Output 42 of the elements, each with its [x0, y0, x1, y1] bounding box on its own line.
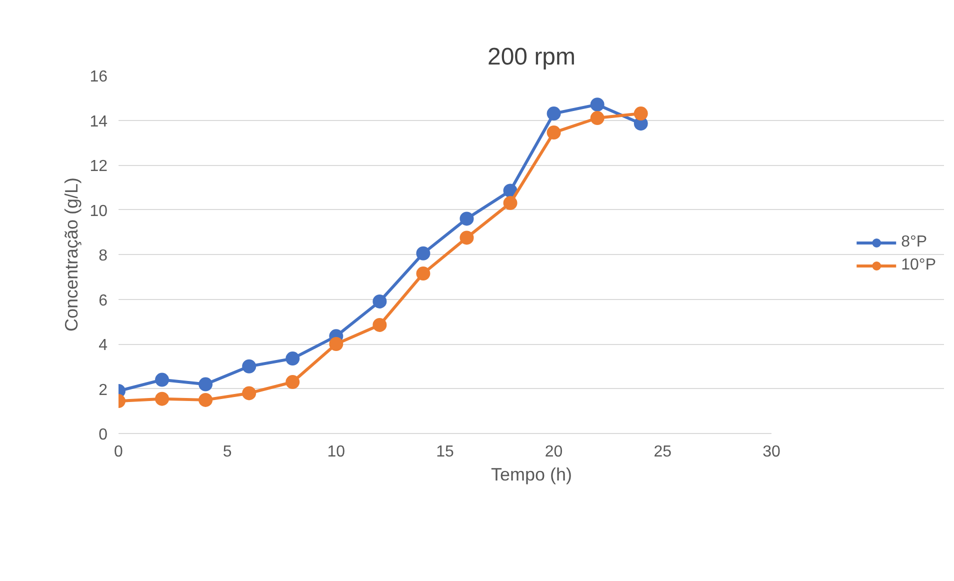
- y-tick-label: 10: [90, 202, 108, 220]
- point: [416, 246, 430, 260]
- point: [503, 196, 518, 210]
- point: [198, 377, 213, 392]
- point: [286, 352, 300, 366]
- legend-label: 8°P: [901, 234, 928, 252]
- y-tick-label: 16: [90, 68, 108, 86]
- x-tick-label: 30: [762, 444, 780, 460]
- point: [155, 372, 170, 387]
- point: [460, 212, 474, 226]
- point: [329, 337, 344, 351]
- point: [546, 106, 561, 121]
- point: [590, 98, 604, 112]
- x-tick-label: 25: [654, 444, 672, 460]
- point: [416, 266, 430, 281]
- x-tick-label: 5: [222, 444, 232, 460]
- x-tick-label: 10: [327, 444, 346, 460]
- y-tick-label: 12: [90, 158, 108, 175]
- chart-title: 200 rpm: [487, 44, 576, 70]
- x-tick-label: 0: [114, 444, 124, 460]
- x-tick-label: 15: [436, 444, 454, 460]
- point: [372, 294, 387, 308]
- point: [155, 392, 170, 406]
- point: [634, 106, 648, 121]
- point: [460, 230, 474, 245]
- y-tick-label: 0: [98, 426, 108, 444]
- x-tick-label: 20: [544, 444, 563, 460]
- point: [590, 111, 604, 125]
- point: [372, 318, 387, 332]
- y-tick-label: 6: [98, 292, 108, 310]
- point: [242, 386, 256, 400]
- point: [286, 375, 300, 390]
- y-tick-label: 8: [98, 248, 108, 264]
- point: [198, 392, 213, 407]
- y-axis-title: Concentração (g/L): [62, 177, 82, 332]
- point: [242, 359, 256, 374]
- y-tick-label: 4: [98, 337, 108, 354]
- point: [546, 126, 561, 140]
- y-tick-label: 2: [98, 382, 108, 399]
- legend-label: 10°P: [901, 256, 936, 274]
- x-axis-title: Tempo (h): [490, 464, 572, 484]
- y-tick-label: 14: [90, 113, 108, 130]
